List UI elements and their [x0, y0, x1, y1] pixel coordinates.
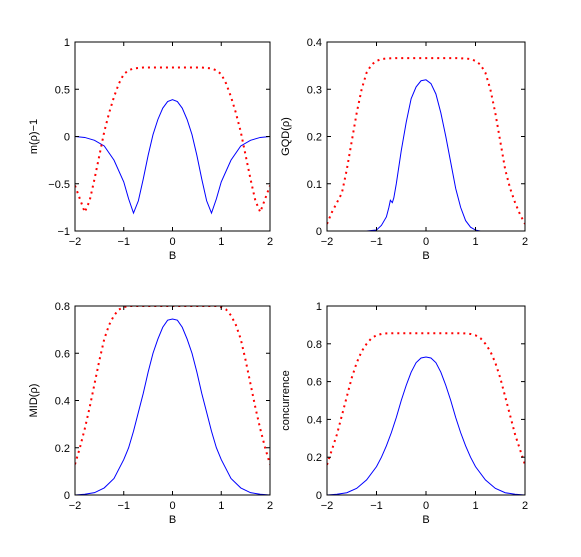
- y-tick-label: 0.5: [55, 84, 70, 96]
- x-tick-label: 0: [423, 236, 429, 248]
- y-tick-label: 0.2: [307, 132, 322, 144]
- x-tick-label: 1: [472, 236, 478, 248]
- x-tick-label: −2: [321, 236, 334, 248]
- x-tick-label: 2: [522, 500, 528, 512]
- y-tick-label: 0.6: [55, 348, 70, 360]
- subplot-2: −2 −1 0 1 2 0 0.1 0.2 0.3 0.4 B GQD(ρ): [280, 37, 528, 262]
- axes-box: [74, 41, 271, 232]
- y-tick-label: 0.8: [307, 339, 322, 351]
- x-tick-label: −2: [69, 500, 82, 512]
- x-tick-label: −2: [69, 236, 82, 248]
- series-solid-blue-line: [75, 99, 270, 215]
- y-tick-label: 0: [64, 132, 70, 144]
- series-dotted-red-line: [75, 306, 270, 465]
- y-tick-label: −1: [57, 226, 70, 238]
- x-tick-label: −1: [117, 500, 130, 512]
- series-solid-blue-line: [327, 356, 525, 495]
- y-tick-label: 0.6: [307, 377, 322, 389]
- y-tick-label: −0.5: [48, 179, 70, 191]
- y-tick-label: 0.4: [55, 396, 70, 408]
- series-solid-blue-line: [75, 318, 270, 495]
- y-axis-label: MID(ρ): [28, 384, 40, 418]
- x-tick-label: 0: [169, 500, 175, 512]
- x-axis-label: B: [169, 514, 176, 526]
- y-tick-label: 0.2: [55, 443, 70, 455]
- x-axis-label: B: [422, 514, 429, 526]
- x-tick-label: 2: [267, 500, 273, 512]
- axes-box: [74, 305, 271, 496]
- x-tick-label: 2: [522, 236, 528, 248]
- x-tick-label: 0: [423, 500, 429, 512]
- x-tick-label: 1: [218, 236, 224, 248]
- x-tick-label: 0: [169, 236, 175, 248]
- y-tick-label: 0: [316, 226, 322, 238]
- y-tick-label: 0.8: [55, 301, 70, 313]
- x-tick-label: −1: [117, 236, 130, 248]
- series-dotted-red-line: [327, 332, 525, 466]
- subplot-3: −2 −1 0 1 2 0 0.2 0.4 0.6 0.8 B MID(ρ): [28, 301, 273, 526]
- y-tick-label: 1: [64, 37, 70, 49]
- x-tick-label: −2: [321, 500, 334, 512]
- x-tick-label: 2: [267, 236, 273, 248]
- x-tick-label: 1: [218, 500, 224, 512]
- x-tick-label: −1: [370, 236, 383, 248]
- y-tick-label: 0.4: [307, 37, 322, 49]
- series-dotted-red-line: [75, 66, 270, 215]
- y-tick-label: 0: [64, 490, 70, 502]
- x-tick-label: 1: [472, 500, 478, 512]
- y-axis-label: concurrence: [280, 370, 292, 431]
- x-axis-label: B: [422, 250, 429, 262]
- y-tick-label: 0.3: [307, 84, 322, 96]
- y-axis-label: GQD(ρ): [280, 117, 292, 156]
- series-dotted-red-line: [327, 57, 525, 225]
- y-tick-label: 0.4: [307, 414, 322, 426]
- y-axis-label: m(ρ)−1: [28, 119, 40, 154]
- y-tick-label: 0: [316, 490, 322, 502]
- axes-box: [326, 305, 526, 496]
- series-solid-blue-line: [327, 79, 525, 231]
- y-tick-label: 0.2: [307, 452, 322, 464]
- y-tick-label: 1: [316, 301, 322, 313]
- x-tick-label: −1: [370, 500, 383, 512]
- axes-box: [326, 41, 526, 232]
- x-axis-label: B: [169, 250, 176, 262]
- y-tick-label: 0.1: [307, 179, 322, 191]
